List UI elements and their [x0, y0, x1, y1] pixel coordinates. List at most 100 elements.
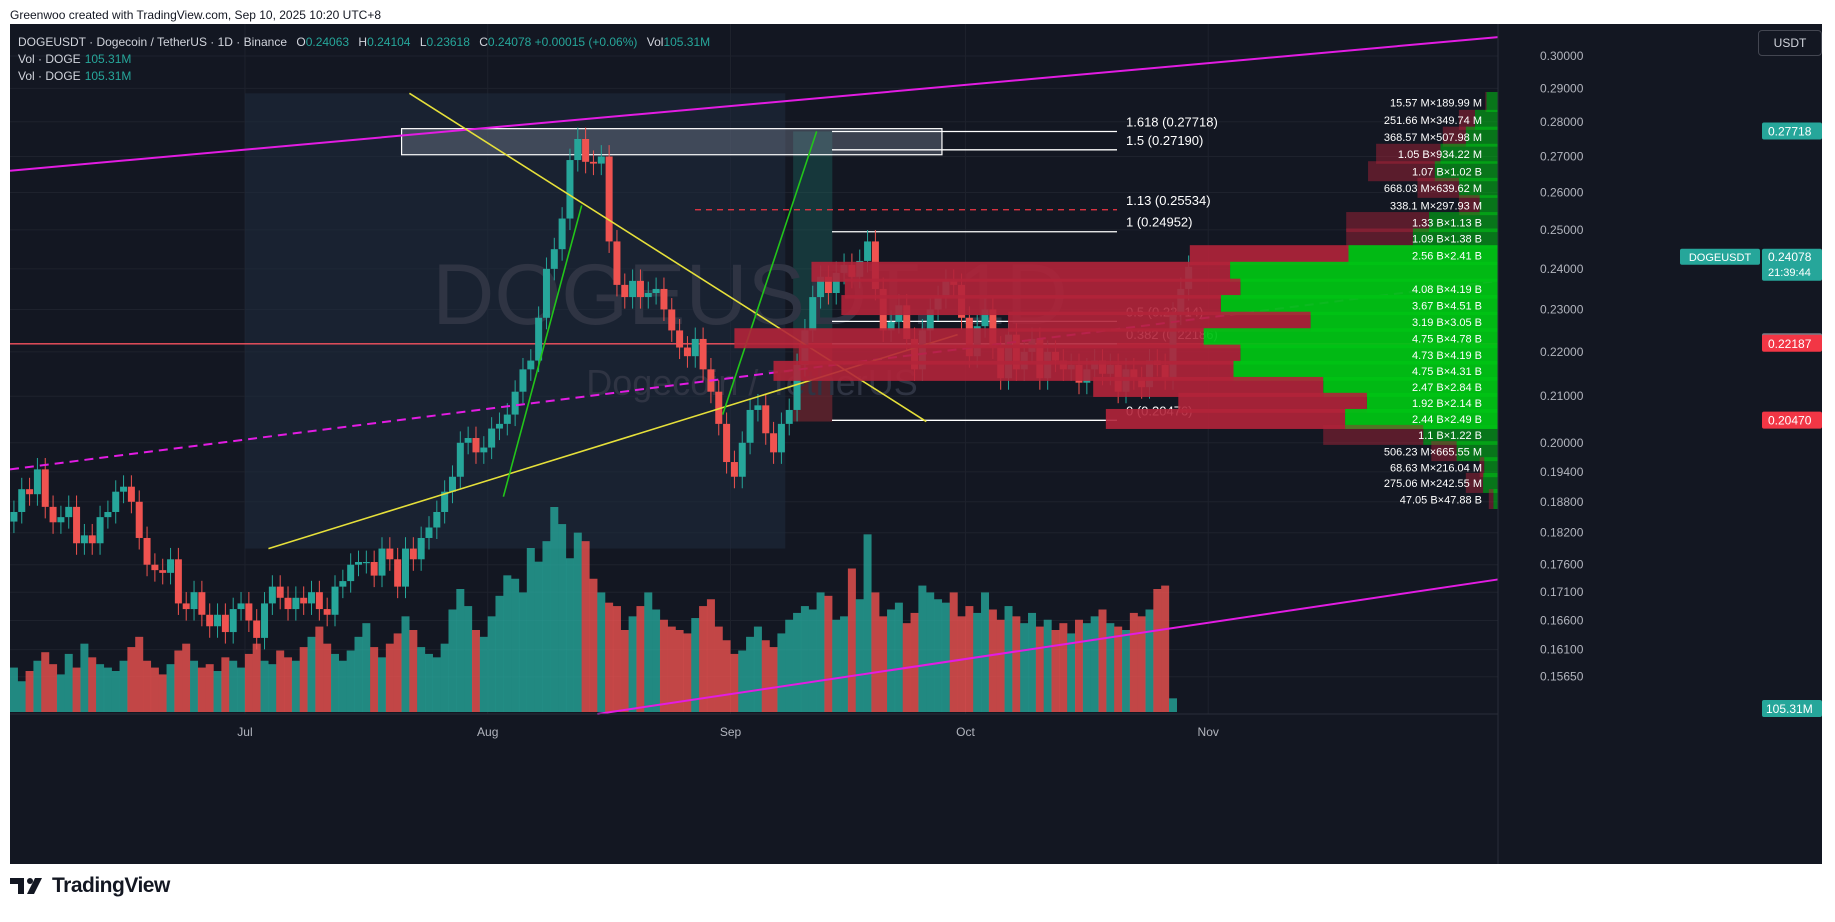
candle-body	[683, 347, 691, 357]
badge-countdown: 21:39:44	[1768, 267, 1811, 279]
volume-bar	[1106, 623, 1115, 712]
volume-bar	[1098, 609, 1107, 712]
volume-bar	[291, 660, 300, 712]
candle-body	[112, 491, 120, 512]
last-price-badge	[1762, 248, 1822, 281]
volume-profile-buy	[1240, 278, 1498, 299]
candle-body	[331, 586, 339, 615]
price-tick-label: 0.28000	[1540, 115, 1584, 129]
candle-body	[676, 330, 684, 348]
volume-bar	[182, 643, 191, 712]
candle-body	[730, 462, 738, 477]
volume-profile-label: 275.06 M×242.55 M	[1384, 478, 1482, 490]
volume-profile-label: 338.1 M×297.93 M	[1390, 200, 1482, 212]
candle-body	[832, 272, 840, 294]
open-label: O	[296, 35, 306, 49]
volume-bar	[988, 609, 997, 712]
volume-bar	[1129, 612, 1138, 712]
price-tick-label: 0.16100	[1540, 643, 1584, 657]
candle-body	[605, 156, 613, 242]
tradingview-logo[interactable]: TradingView	[10, 874, 170, 898]
volume-bar	[793, 612, 802, 712]
candle-body	[57, 517, 65, 523]
volume-bar	[190, 660, 199, 712]
candle-body	[542, 268, 550, 318]
candle-body	[214, 614, 222, 627]
trendline-wave-a	[502, 205, 583, 497]
volume-bar	[56, 674, 65, 712]
volume-profile-sell	[798, 344, 1241, 365]
volume-bar	[41, 652, 50, 712]
volume-bar	[338, 660, 347, 712]
volume-bar	[103, 667, 112, 712]
volume-profile-label: 506.23 M×665.55 M	[1384, 446, 1482, 458]
volume-bar	[847, 568, 856, 712]
volume-indicator-row[interactable]: Vol · DOGE 105.31M	[18, 51, 710, 68]
volume-profile-buy	[1486, 92, 1498, 113]
symbol-title[interactable]: DOGEUSDT · Dogecoin / TetherUS · 1D · Bi…	[18, 35, 287, 49]
volume-badge-label: 105.31M	[1766, 702, 1813, 716]
volume-bar	[808, 609, 817, 712]
trendline-channel-upper	[10, 36, 1499, 172]
candle-body	[159, 570, 167, 573]
candle-body	[981, 309, 989, 327]
volume-bar	[503, 575, 512, 712]
candle-body	[488, 428, 496, 448]
volume-bar	[714, 626, 723, 712]
price-tick-label: 0.30000	[1540, 49, 1584, 63]
candle-body	[198, 592, 206, 615]
volume-bar	[871, 592, 880, 712]
chart-credit: Greenwoo created with TradingView.com, S…	[10, 8, 381, 22]
candle-body	[535, 317, 543, 361]
volume-profile-sell	[1093, 376, 1324, 397]
volume-bar	[628, 616, 637, 712]
open-value: 0.24063	[305, 35, 350, 49]
candle-body	[926, 309, 934, 331]
volume-bar	[119, 660, 128, 712]
last-price-symbol: DOGEUSDT	[1689, 252, 1752, 264]
low-label: L	[419, 35, 427, 49]
price-tick-label: 0.22000	[1540, 345, 1584, 359]
volume-bar	[558, 524, 567, 712]
volume-profile-sell	[1189, 245, 1349, 266]
volume-bar	[205, 664, 214, 712]
volume-bar	[284, 657, 293, 712]
volume-profile-label: 251.66 M×349.74 M	[1384, 115, 1482, 127]
candle-body	[65, 506, 73, 518]
candle-body	[503, 414, 511, 424]
volume-profile-label: 2.56 B×2.41 B	[1412, 250, 1482, 262]
price-axis-background	[1498, 24, 1822, 864]
volume-bar	[166, 664, 175, 712]
candle-body	[268, 586, 276, 604]
volume-profile-sell	[1488, 489, 1494, 510]
volume-bar	[918, 585, 927, 712]
candle-body	[629, 280, 637, 298]
candle-body	[441, 491, 449, 512]
price-axis: 0.30000 0.29000 0.28000 0.27000 0.26000 0.250…	[1540, 49, 1584, 684]
candle-body	[221, 614, 229, 633]
time-axis: Jul Aug Sep Oct Nov	[237, 725, 1219, 739]
volume-bar	[722, 640, 731, 712]
candle-body	[261, 603, 269, 638]
volume-label: Vol	[646, 35, 664, 49]
currency-button[interactable]: USDT	[1758, 30, 1822, 56]
volume-profile-sell	[1368, 161, 1435, 182]
change-value: +0.00015 (+0.06%)	[534, 35, 638, 49]
candle-body	[589, 161, 597, 164]
volume-profile-buy	[1434, 161, 1498, 182]
low-value: 0.23618	[426, 35, 470, 49]
price-tick-label: 0.21000	[1540, 389, 1584, 403]
price-tick-label: 0.15650	[1540, 670, 1584, 684]
candle-body	[558, 218, 566, 250]
volume-profile-buy	[1483, 472, 1498, 493]
volume-indicator-row[interactable]: Vol · DOGE 105.31M	[18, 68, 710, 85]
candle-body	[378, 548, 386, 576]
chart-frame[interactable]: DOGEUSDT, 1D Dogecoin / TetherUS 1.618 (0.…	[10, 24, 1822, 864]
price-tick-label: 0.16600	[1540, 613, 1584, 627]
price-tick-label: 0.20000	[1540, 436, 1584, 450]
hline-badge	[1762, 334, 1822, 352]
candle-body	[339, 581, 347, 587]
volume-bar	[1043, 619, 1052, 712]
volume-bar	[534, 561, 543, 712]
